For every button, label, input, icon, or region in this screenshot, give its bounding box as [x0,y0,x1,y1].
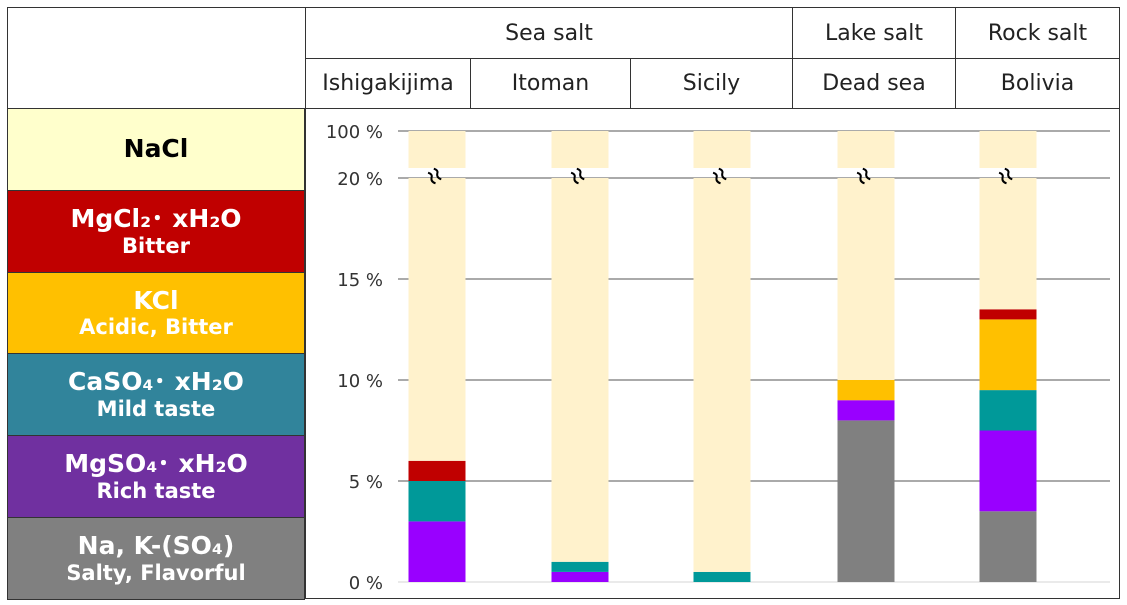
legend-name: KCl [133,285,179,315]
legend-item: MgCl₂･ xH₂O Bitter [7,190,305,273]
bar-segment [979,430,1037,512]
y-tick-label: 20 % [337,169,383,190]
legend-item: CaSO₄･ xH₂O Mild taste [7,353,305,436]
legend-taste: Salty, Flavorful [66,560,246,585]
bar-segment-nacl [837,178,895,380]
legend-name: CaSO₄･ xH₂O [68,367,244,397]
bar-segment [979,511,1037,582]
bar-segment-nacl-top [693,131,751,168]
group-rock-salt: Rock salt [955,7,1120,59]
bar-segment [837,380,895,401]
bar-segment [979,309,1037,320]
legend-taste: Rich taste [96,478,216,503]
legend-name: MgSO₄･ xH₂O [64,449,248,479]
bar-segment [979,390,1037,431]
bar-segment [693,571,751,582]
bar-segment [837,420,895,582]
bar-segment-nacl [693,178,751,572]
bar-segment [408,521,466,582]
bar-segment [551,571,609,582]
bar-segment-nacl-top [837,131,895,168]
bar-segment-nacl [551,178,609,562]
site-dead-sea: Dead sea [792,58,956,109]
bar-segment-nacl-top [551,131,609,168]
bar-segment [837,400,895,421]
legend-taste: Acidic, Bitter [79,315,233,340]
bar-segment-nacl-top [979,131,1037,168]
axis-break-icon [427,167,442,185]
legend-taste: Mild taste [96,396,216,421]
bar-segment-nacl-top [408,131,466,168]
legend-taste: Bitter [122,233,190,258]
y-tick-label: 0 % [349,573,383,594]
bar-segment-nacl [979,178,1037,310]
legend-item: Na, K-(SO₄) Salty, Flavorful [7,517,305,600]
axis-break-icon [856,167,871,185]
legend-name: Na, K-(SO₄) [77,531,235,561]
legend-item: KCl Acidic, Bitter [7,272,305,354]
y-tick-label: 5 % [349,472,383,493]
bar-segment-nacl [408,178,466,461]
axis-break-icon [712,167,727,185]
y-tick-label: 15 % [337,270,383,291]
axis-break-icon [998,167,1013,185]
legend-name: NaCl [123,134,189,164]
legend-name: MgCl₂･ xH₂O [70,204,242,234]
legend-item: NaCl [7,108,305,191]
bar-segment [408,460,466,481]
bar-segment [408,481,466,522]
legend-item: MgSO₄･ xH₂O Rich taste [7,435,305,518]
plot-area [305,108,1120,599]
y-tick-label: 100 % [326,122,383,143]
bar-segment [551,561,609,572]
y-tick-label: 10 % [337,371,383,392]
bar-segment [979,319,1037,391]
site-sicily: Sicily [630,58,793,109]
axis-break-icon [570,167,585,185]
